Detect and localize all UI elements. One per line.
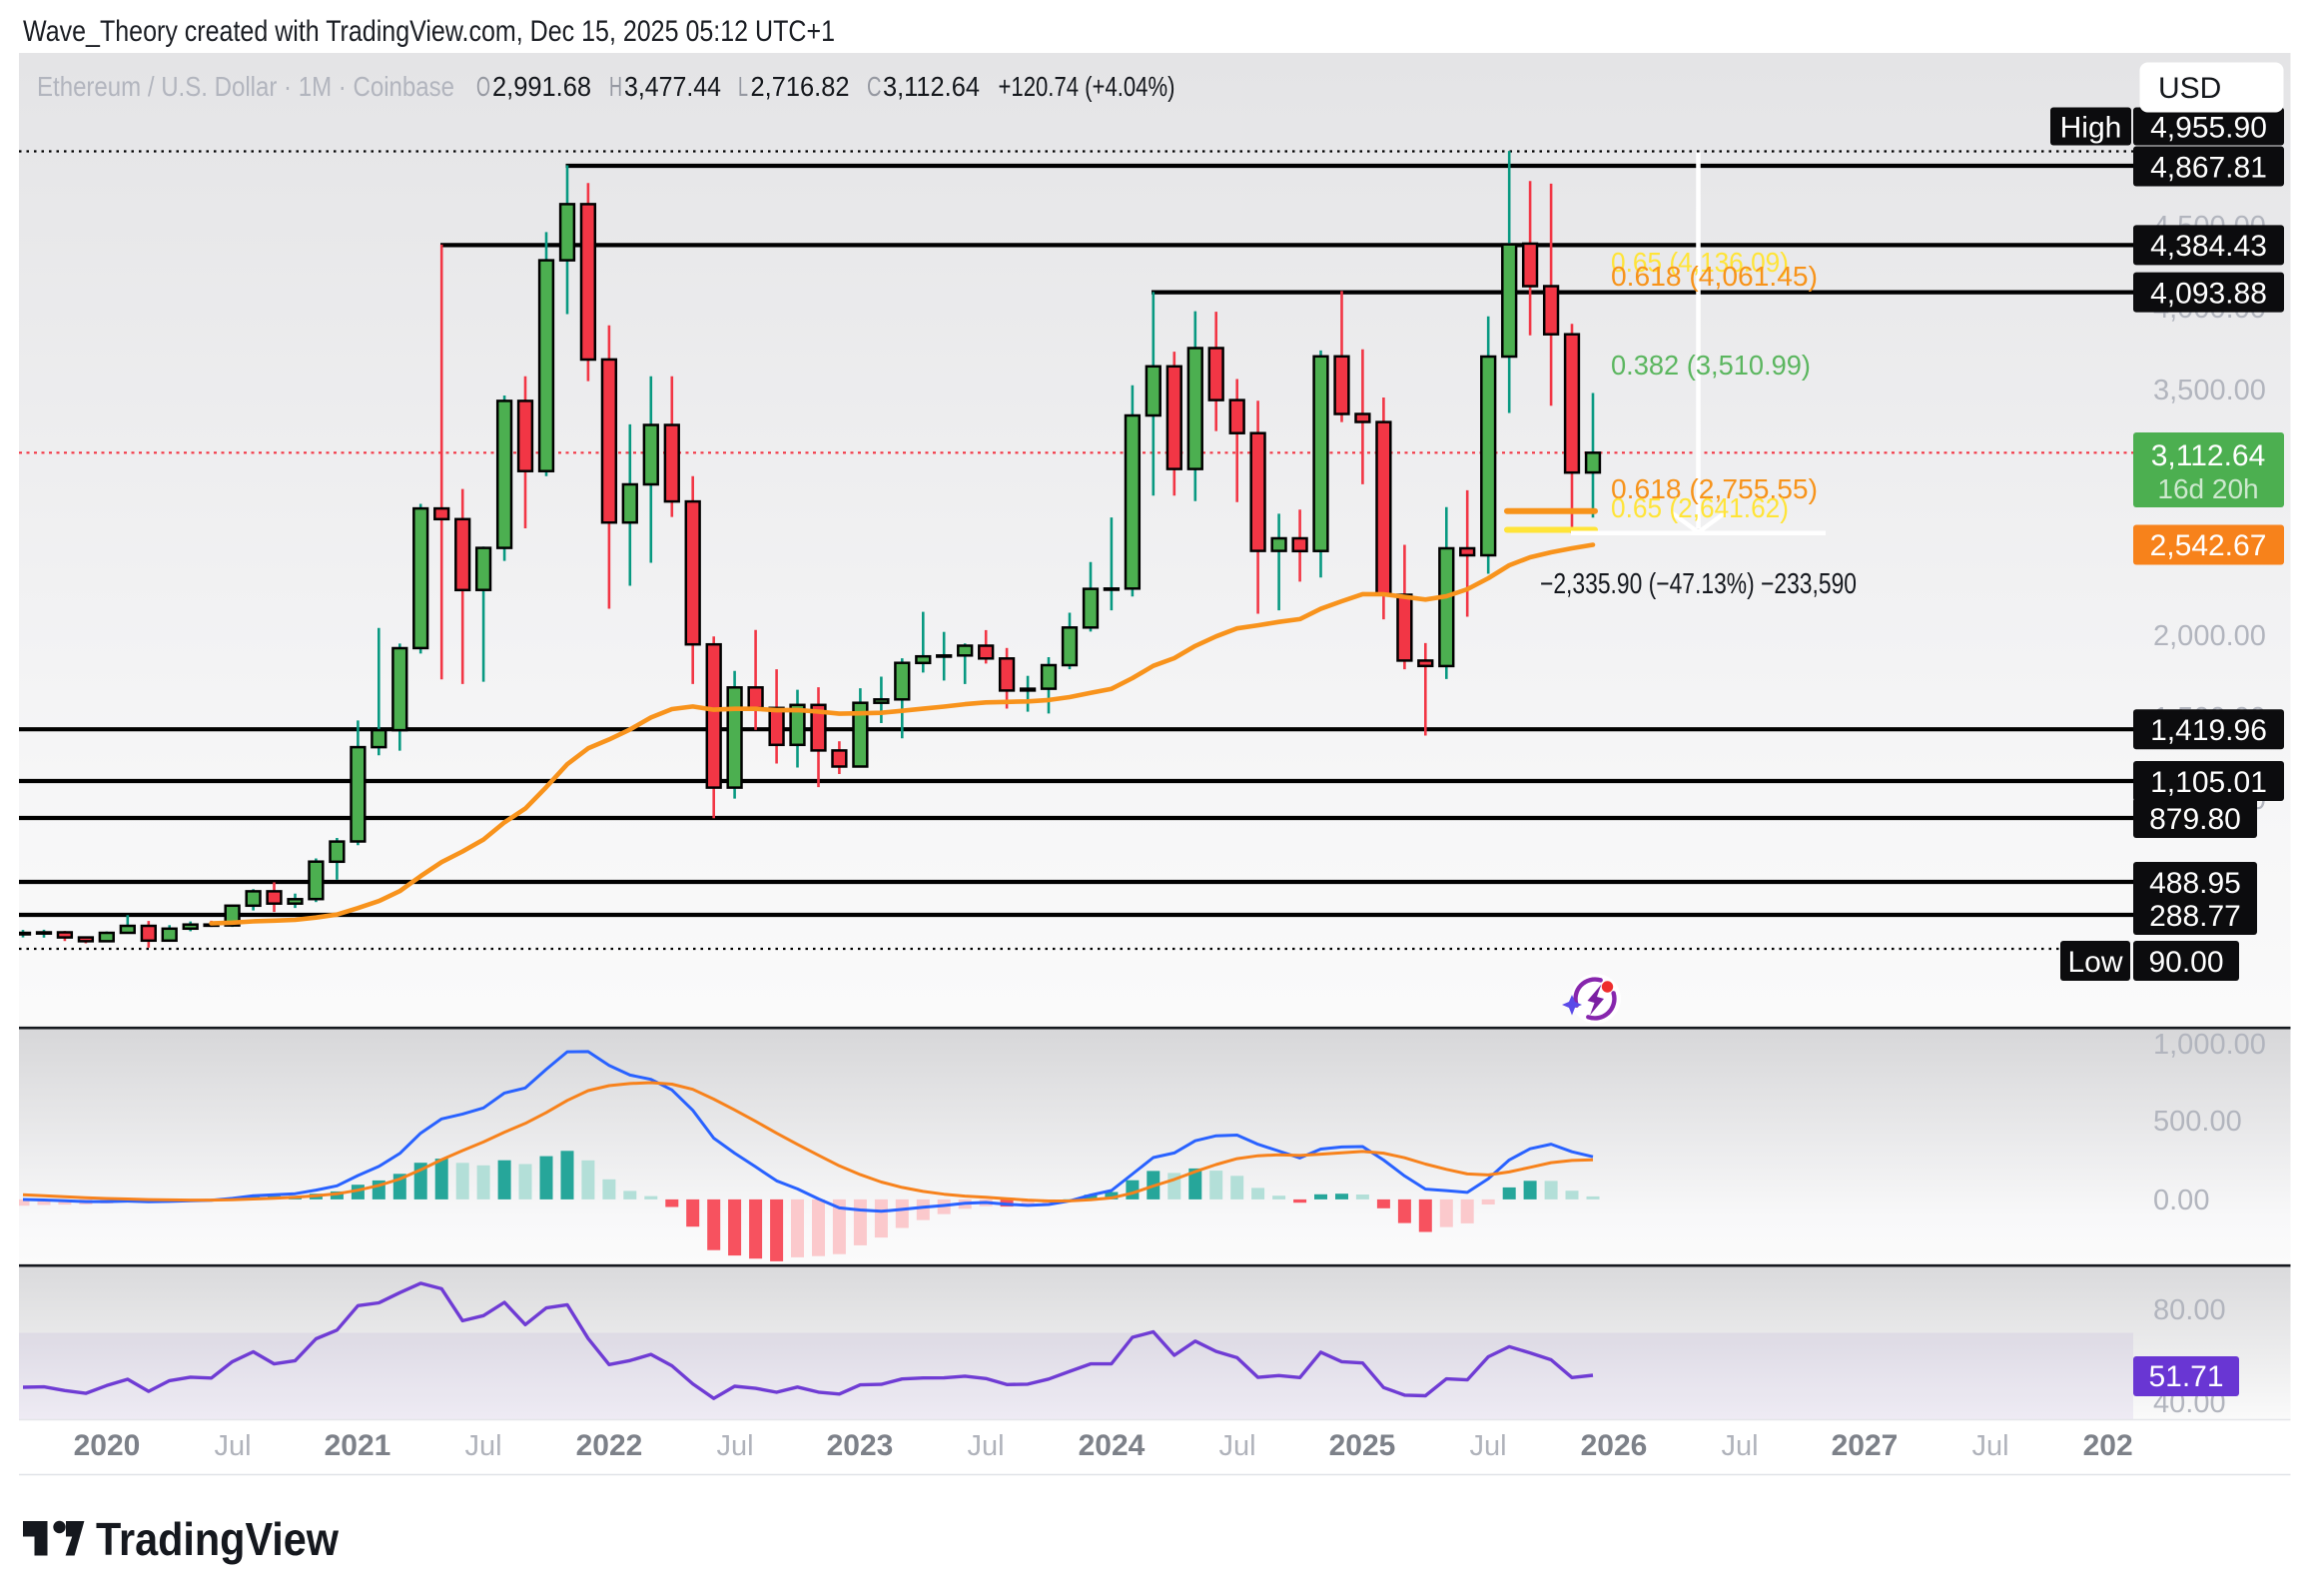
svg-text:2,542.67: 2,542.67 [2150, 529, 2267, 562]
svg-text:1,419.96: 1,419.96 [2150, 714, 2267, 747]
svg-text:Ethereum / U.S. Dollar · 1M ·: Ethereum / U.S. Dollar · 1M · Coinbase [37, 71, 454, 102]
svg-text:4,384.43: 4,384.43 [2150, 230, 2267, 263]
svg-text:Jul: Jul [1721, 1430, 1758, 1462]
svg-text:3,500.00: 3,500.00 [2153, 375, 2266, 406]
svg-text:3,112.64: 3,112.64 [2151, 439, 2266, 472]
svg-text:4,093.88: 4,093.88 [2150, 277, 2267, 310]
svg-text:2,716.82: 2,716.82 [751, 71, 850, 102]
svg-text:0.382 (3,510.99): 0.382 (3,510.99) [1611, 350, 1811, 381]
svg-text:Jul: Jul [1218, 1430, 1255, 1462]
svg-text:3,477.44: 3,477.44 [624, 71, 721, 102]
svg-text:TradingView: TradingView [96, 1513, 340, 1565]
svg-text:2021: 2021 [325, 1429, 391, 1462]
svg-text:2028: 2028 [2083, 1429, 2150, 1462]
svg-text:−2,335.90 (−47.13%) −233,590: −2,335.90 (−47.13%) −233,590 [1540, 568, 1857, 600]
svg-text:51.71: 51.71 [2148, 1360, 2223, 1393]
svg-text:High: High [2060, 111, 2122, 144]
svg-text:Low: Low [2067, 946, 2122, 979]
svg-text:4,955.90: 4,955.90 [2150, 111, 2267, 144]
svg-text:+120.74 (+4.04%): +120.74 (+4.04%) [999, 71, 1175, 102]
svg-text:2023: 2023 [827, 1429, 894, 1462]
svg-text:C: C [867, 71, 882, 102]
svg-text:2027: 2027 [1832, 1429, 1899, 1462]
svg-text:16d 20h: 16d 20h [2157, 473, 2258, 504]
svg-text:2,991.68: 2,991.68 [492, 71, 591, 102]
svg-text:2026: 2026 [1581, 1429, 1648, 1462]
svg-text:1,105.01: 1,105.01 [2150, 766, 2267, 799]
svg-text:80.00: 80.00 [2153, 1294, 2226, 1326]
svg-text:0.618 (2,755.55): 0.618 (2,755.55) [1611, 473, 1818, 504]
svg-text:Jul: Jul [214, 1430, 251, 1462]
svg-text:Wave_Theory created with Tradi: Wave_Theory created with TradingView.com… [23, 15, 835, 48]
svg-text:0.618 (4,061.45): 0.618 (4,061.45) [1611, 261, 1818, 292]
svg-text:Jul: Jul [716, 1430, 753, 1462]
svg-text:2022: 2022 [576, 1429, 643, 1462]
svg-text:1,000.00: 1,000.00 [2153, 1029, 2266, 1061]
svg-text:H: H [609, 71, 622, 102]
svg-text:Jul: Jul [967, 1430, 1004, 1462]
svg-text:2020: 2020 [74, 1429, 141, 1462]
svg-text:2,000.00: 2,000.00 [2153, 620, 2266, 652]
svg-text:3,112.64: 3,112.64 [883, 71, 980, 102]
svg-text:USD: USD [2158, 72, 2221, 105]
svg-text:500.00: 500.00 [2153, 1106, 2242, 1138]
svg-text:Jul: Jul [464, 1430, 501, 1462]
svg-text:2024: 2024 [1079, 1429, 1146, 1462]
svg-text:4,867.81: 4,867.81 [2150, 151, 2267, 184]
svg-text:0.65 (2,641.62): 0.65 (2,641.62) [1611, 492, 1789, 523]
svg-text:488.95: 488.95 [2149, 867, 2241, 900]
svg-text:879.80: 879.80 [2149, 803, 2241, 836]
svg-text:Jul: Jul [1469, 1430, 1506, 1462]
svg-text:0.65 (4,136.09): 0.65 (4,136.09) [1611, 247, 1789, 278]
svg-text:L: L [738, 71, 748, 102]
svg-text:O: O [476, 71, 490, 102]
svg-text:2025: 2025 [1329, 1429, 1396, 1462]
svg-text:Jul: Jul [1971, 1430, 2008, 1462]
svg-text:90.00: 90.00 [2148, 946, 2223, 979]
svg-text:288.77: 288.77 [2149, 900, 2241, 933]
svg-text:0.00: 0.00 [2153, 1185, 2209, 1216]
